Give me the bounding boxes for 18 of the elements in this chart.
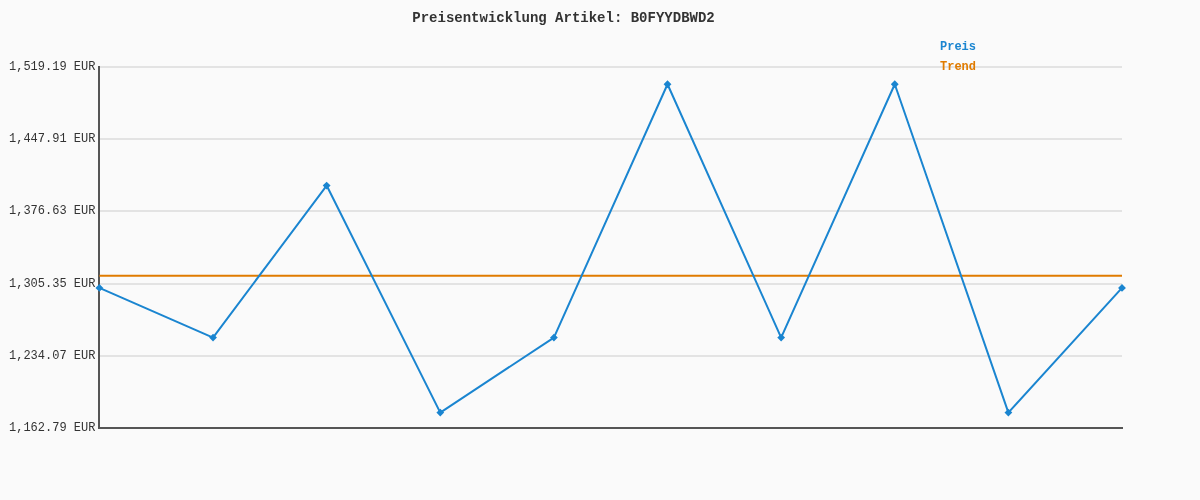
point	[436, 409, 444, 417]
point	[664, 80, 672, 88]
point	[550, 334, 558, 342]
point	[95, 284, 103, 292]
y-tick-label: 1,447.91 EUR	[8, 132, 96, 147]
y-tick-label: 1,376.63 EUR	[8, 204, 96, 219]
point	[323, 182, 331, 190]
chart-title: Preisentwicklung Artikel: B0FYYDBWD2	[412, 9, 715, 26]
y-tick-label: 1,519.19 EUR	[8, 59, 96, 74]
y-tick-label: 1,234.07 EUR	[8, 348, 96, 363]
point	[209, 334, 217, 342]
point	[891, 80, 899, 88]
text: Trend	[940, 60, 977, 75]
y-tick-label: 1,162.79 EUR	[8, 421, 96, 436]
y-tick-label: 1,305.35 EUR	[8, 276, 96, 291]
point	[1004, 409, 1012, 417]
point	[777, 334, 785, 342]
text: Preis	[940, 40, 977, 55]
